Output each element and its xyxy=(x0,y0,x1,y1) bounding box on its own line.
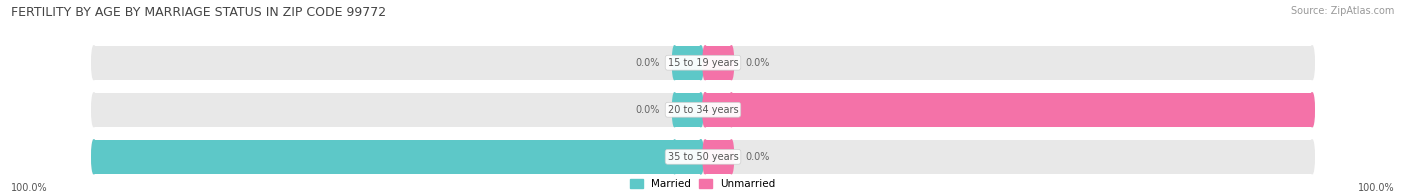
Circle shape xyxy=(672,140,676,174)
Bar xyxy=(94,140,1312,174)
Text: 15 to 19 years: 15 to 19 years xyxy=(668,58,738,68)
Circle shape xyxy=(703,46,707,80)
Circle shape xyxy=(91,46,96,80)
Text: Source: ZipAtlas.com: Source: ZipAtlas.com xyxy=(1291,6,1395,16)
Bar xyxy=(94,93,1312,127)
Circle shape xyxy=(703,93,707,127)
Circle shape xyxy=(699,93,703,127)
Circle shape xyxy=(91,140,96,174)
Bar xyxy=(706,140,731,174)
Text: 100.0%: 100.0% xyxy=(1326,105,1367,115)
Text: 100.0%: 100.0% xyxy=(39,152,80,162)
Circle shape xyxy=(672,93,676,127)
Circle shape xyxy=(91,93,96,127)
Bar xyxy=(94,46,1312,80)
Bar xyxy=(675,46,700,80)
Text: 0.0%: 0.0% xyxy=(745,58,770,68)
Text: 100.0%: 100.0% xyxy=(11,183,48,193)
Text: 0.0%: 0.0% xyxy=(745,152,770,162)
Circle shape xyxy=(699,46,703,80)
Circle shape xyxy=(91,140,96,174)
Text: 100.0%: 100.0% xyxy=(1358,183,1395,193)
Text: 35 to 50 years: 35 to 50 years xyxy=(668,152,738,162)
Text: 0.0%: 0.0% xyxy=(636,58,661,68)
Bar xyxy=(94,140,700,174)
Circle shape xyxy=(703,140,707,174)
Circle shape xyxy=(699,140,703,174)
Text: 20 to 34 years: 20 to 34 years xyxy=(668,105,738,115)
Circle shape xyxy=(1310,140,1315,174)
Bar xyxy=(706,93,731,127)
Bar xyxy=(706,93,1312,127)
Circle shape xyxy=(703,93,707,127)
Circle shape xyxy=(730,93,734,127)
Bar xyxy=(675,93,700,127)
Legend: Married, Unmarried: Married, Unmarried xyxy=(626,175,780,193)
Circle shape xyxy=(730,140,734,174)
Circle shape xyxy=(730,46,734,80)
Circle shape xyxy=(1310,46,1315,80)
Circle shape xyxy=(699,140,703,174)
Text: 0.0%: 0.0% xyxy=(636,105,661,115)
Circle shape xyxy=(1310,93,1315,127)
Circle shape xyxy=(672,46,676,80)
Circle shape xyxy=(1310,93,1315,127)
Text: FERTILITY BY AGE BY MARRIAGE STATUS IN ZIP CODE 99772: FERTILITY BY AGE BY MARRIAGE STATUS IN Z… xyxy=(11,6,387,19)
Bar xyxy=(706,46,731,80)
Bar xyxy=(675,140,700,174)
